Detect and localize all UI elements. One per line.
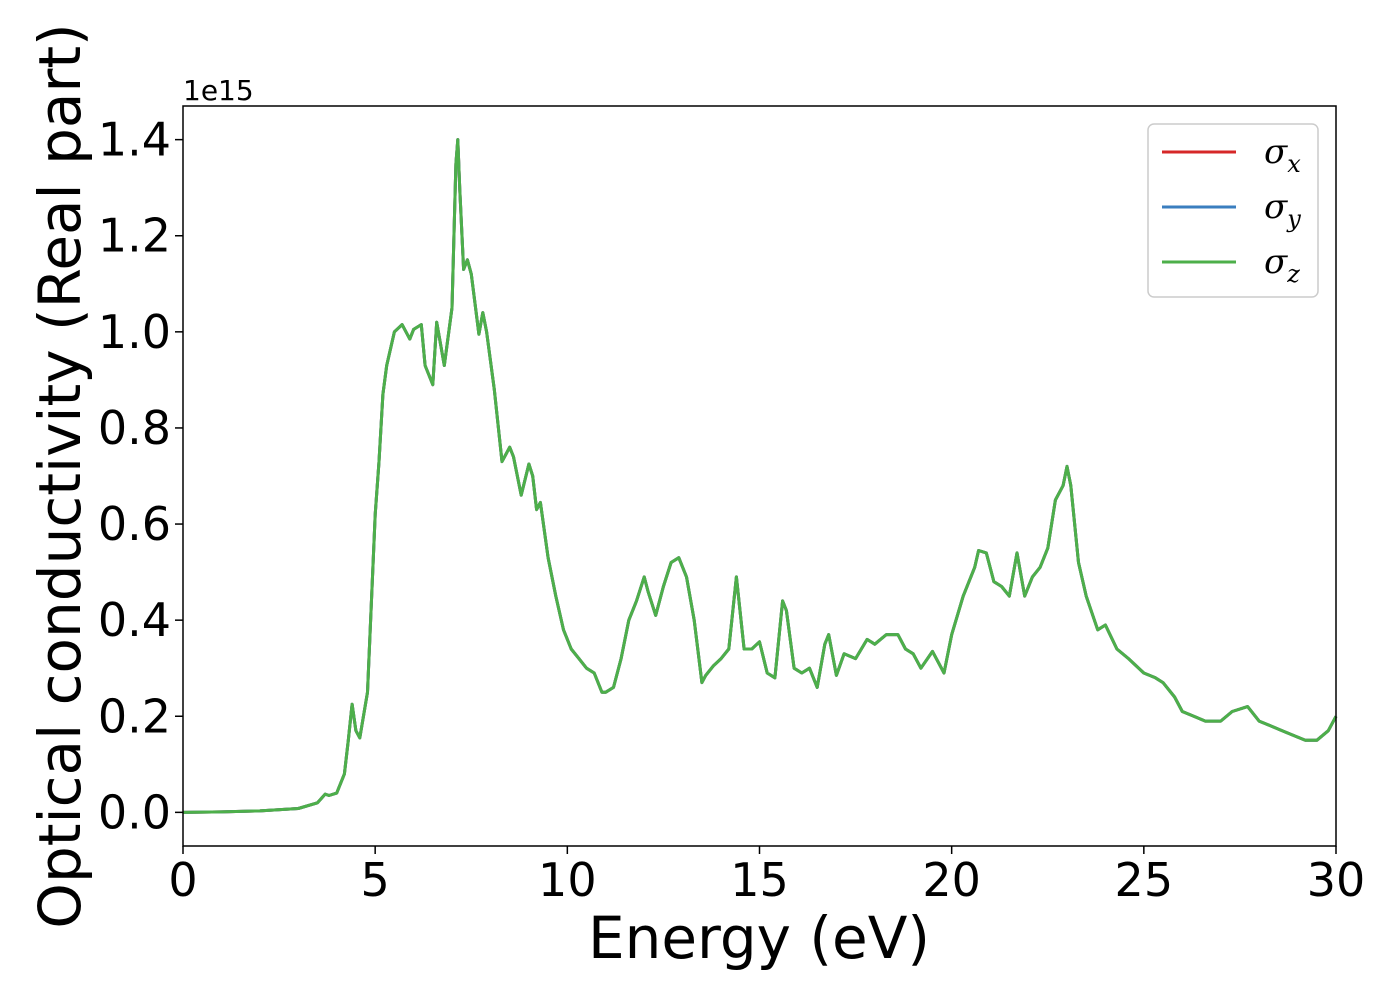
legend-box xyxy=(1147,123,1319,298)
y-axis-ticks: 0.0 0.2 0.4 0.6 0.8 1.0 1.2 1.4 xyxy=(98,113,183,839)
series-line-sigma-z xyxy=(182,138,1338,814)
x-tick-label: 0 xyxy=(168,853,197,907)
x-axis-ticks: 0 5 10 15 20 25 30 xyxy=(168,846,1365,907)
x-tick-label: 15 xyxy=(730,853,789,907)
y-tick-label: 0.2 xyxy=(98,689,171,743)
plot-area xyxy=(182,138,1338,814)
x-tick-label: 5 xyxy=(361,853,390,907)
x-tick-label: 30 xyxy=(1307,853,1366,907)
y-tick-label: 1.4 xyxy=(98,113,171,167)
x-axis-label: Energy (eV) xyxy=(588,904,930,972)
x-tick-label: 10 xyxy=(538,853,597,907)
y-tick-label: 1.0 xyxy=(98,305,171,359)
x-tick-label: 25 xyxy=(1115,853,1174,907)
y-axis-label: Optical conductivity (Real part) xyxy=(26,23,94,928)
y-tick-label: 0.8 xyxy=(98,401,171,455)
y-tick-label: 0.0 xyxy=(98,785,171,839)
x-tick-label: 20 xyxy=(922,853,981,907)
y-tick-label: 1.2 xyxy=(98,209,171,263)
y-offset-label: 1e15 xyxy=(183,74,254,107)
y-tick-label: 0.4 xyxy=(98,593,171,647)
y-tick-label: 0.6 xyxy=(98,497,171,551)
